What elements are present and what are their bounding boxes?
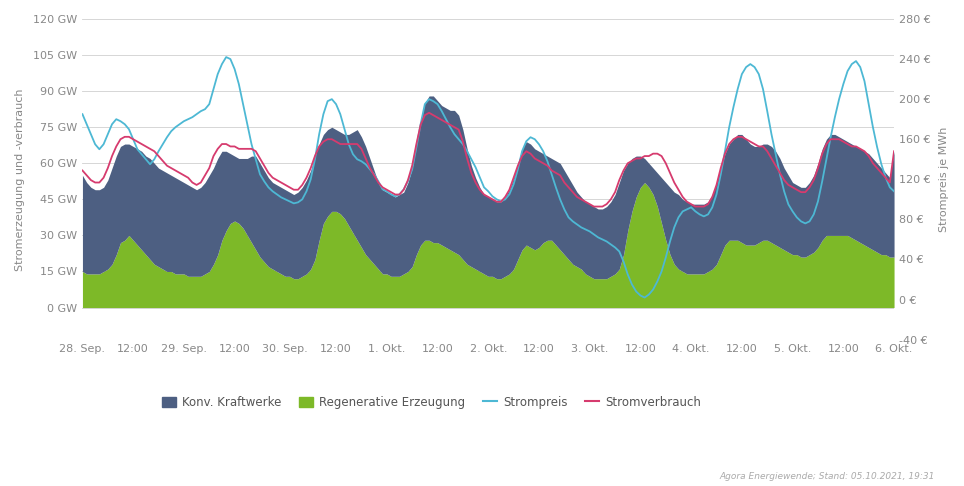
Text: Agora Energiewende; Stand: 05.10.2021, 19:31: Agora Energiewende; Stand: 05.10.2021, 1… xyxy=(720,472,935,481)
Y-axis label: Strompreis je MWh: Strompreis je MWh xyxy=(939,127,949,232)
Legend: Konv. Kraftwerke, Regenerative Erzeugung, Strompreis, Stromverbrauch: Konv. Kraftwerke, Regenerative Erzeugung… xyxy=(157,391,706,414)
Y-axis label: Stromerzeugung und -verbrauch: Stromerzeugung und -verbrauch xyxy=(15,88,25,271)
